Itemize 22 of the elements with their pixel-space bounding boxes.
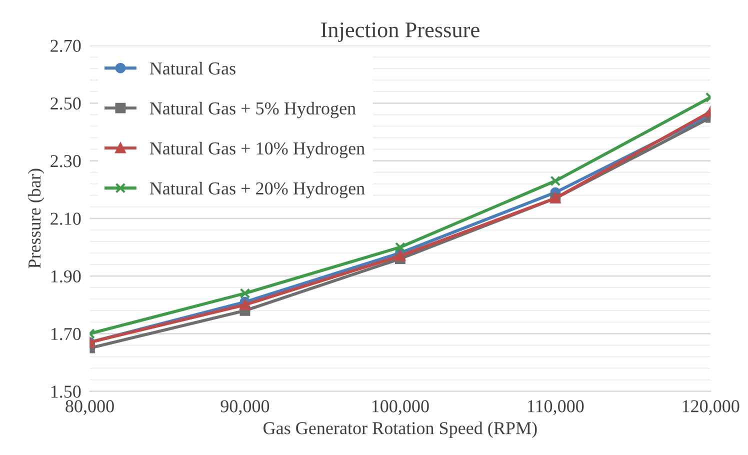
y-tick-label: 2.50 bbox=[50, 97, 81, 110]
y-tick-label: 1.70 bbox=[51, 328, 81, 340]
point bbox=[240, 288, 250, 299]
x-tick-label: 120,000 bbox=[682, 400, 740, 415]
y-tick-label: 2.10 bbox=[50, 212, 81, 225]
chart-title: Injection Pressure bbox=[321, 22, 480, 42]
point bbox=[550, 176, 561, 186]
y-tick-label: 1.90 bbox=[51, 270, 81, 283]
legend-label: Natural Gas bbox=[150, 62, 236, 75]
y-tick-label: 2.30 bbox=[50, 155, 81, 168]
legend-label: Natural Gas + 20% Hydrogen bbox=[150, 182, 365, 198]
x-tick-label: 90,000 bbox=[220, 400, 270, 415]
y-axis-title: Pressure (bar) bbox=[28, 168, 44, 268]
y-tick-label: 2.70 bbox=[50, 40, 81, 52]
x-tick-label: 100,000 bbox=[372, 400, 429, 415]
x-tick-label: 80,000 bbox=[66, 400, 114, 415]
y-tick-label: 1.50 bbox=[51, 386, 81, 398]
legend-label: Natural Gas + 10% Hydrogen bbox=[150, 142, 365, 158]
legend-label: Natural Gas + 5% Hydrogen bbox=[150, 102, 356, 118]
x-tick-label: 110,000 bbox=[528, 400, 584, 415]
x-axis-title: Gas Generator Rotation Speed (RPM) bbox=[264, 422, 537, 438]
point bbox=[394, 242, 406, 252]
